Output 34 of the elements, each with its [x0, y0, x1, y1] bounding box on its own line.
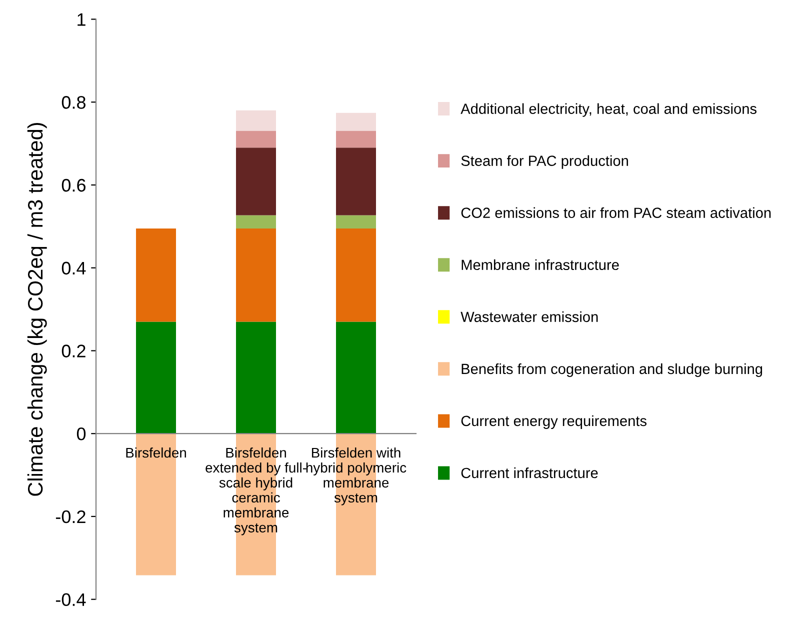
bar	[236, 322, 276, 434]
y-tick-label: 1	[78, 13, 86, 26]
y-tick-label: 0.8	[62, 96, 86, 109]
bar	[336, 228, 376, 322]
x-tick-label: Birsfelden extended by full- scale hybrid ceramic membrane system	[206, 447, 306, 536]
legend-label: Membrane infrastructure	[462, 259, 619, 270]
legend-label: Additional electricity, heat, coal and emissions	[460, 103, 756, 117]
bar	[336, 130, 376, 148]
bar	[236, 148, 276, 216]
bar	[236, 228, 276, 322]
legend-label: Benefits from cogeneration and sludge burning	[462, 363, 762, 377]
bar	[236, 130, 276, 148]
y-tick-label: 0	[76, 428, 86, 440]
x-tick-label: Birsfelden	[126, 447, 186, 458]
bar	[336, 148, 376, 216]
x-tick-label: Birsfelden with hybrid polymeric membrane system	[306, 447, 406, 506]
bar	[336, 215, 376, 228]
y-tick-label: 0.2	[62, 344, 86, 358]
y-tick-label: -0.4	[56, 593, 86, 606]
bar	[236, 215, 276, 228]
legend-label: Steam for PAC production	[461, 155, 628, 169]
bar	[336, 322, 376, 434]
bar	[136, 228, 176, 322]
y-tick-label: 0.4	[62, 262, 86, 275]
y-tick-label: 0.6	[62, 178, 86, 192]
bar	[336, 112, 376, 131]
legend-label: Current energy requirements	[461, 415, 647, 429]
bar	[136, 322, 176, 434]
legend-label: Current infrastructure	[461, 467, 598, 478]
legend-label: Wastewater emission	[460, 311, 598, 322]
y-axis-title: Climate change (kg CO2eq / m3 treated)	[27, 122, 47, 496]
legend-label: CO2 emissions to air from PAC steam activation	[461, 207, 771, 218]
bar	[236, 110, 276, 131]
y-tick-label: -0.2	[56, 510, 86, 524]
